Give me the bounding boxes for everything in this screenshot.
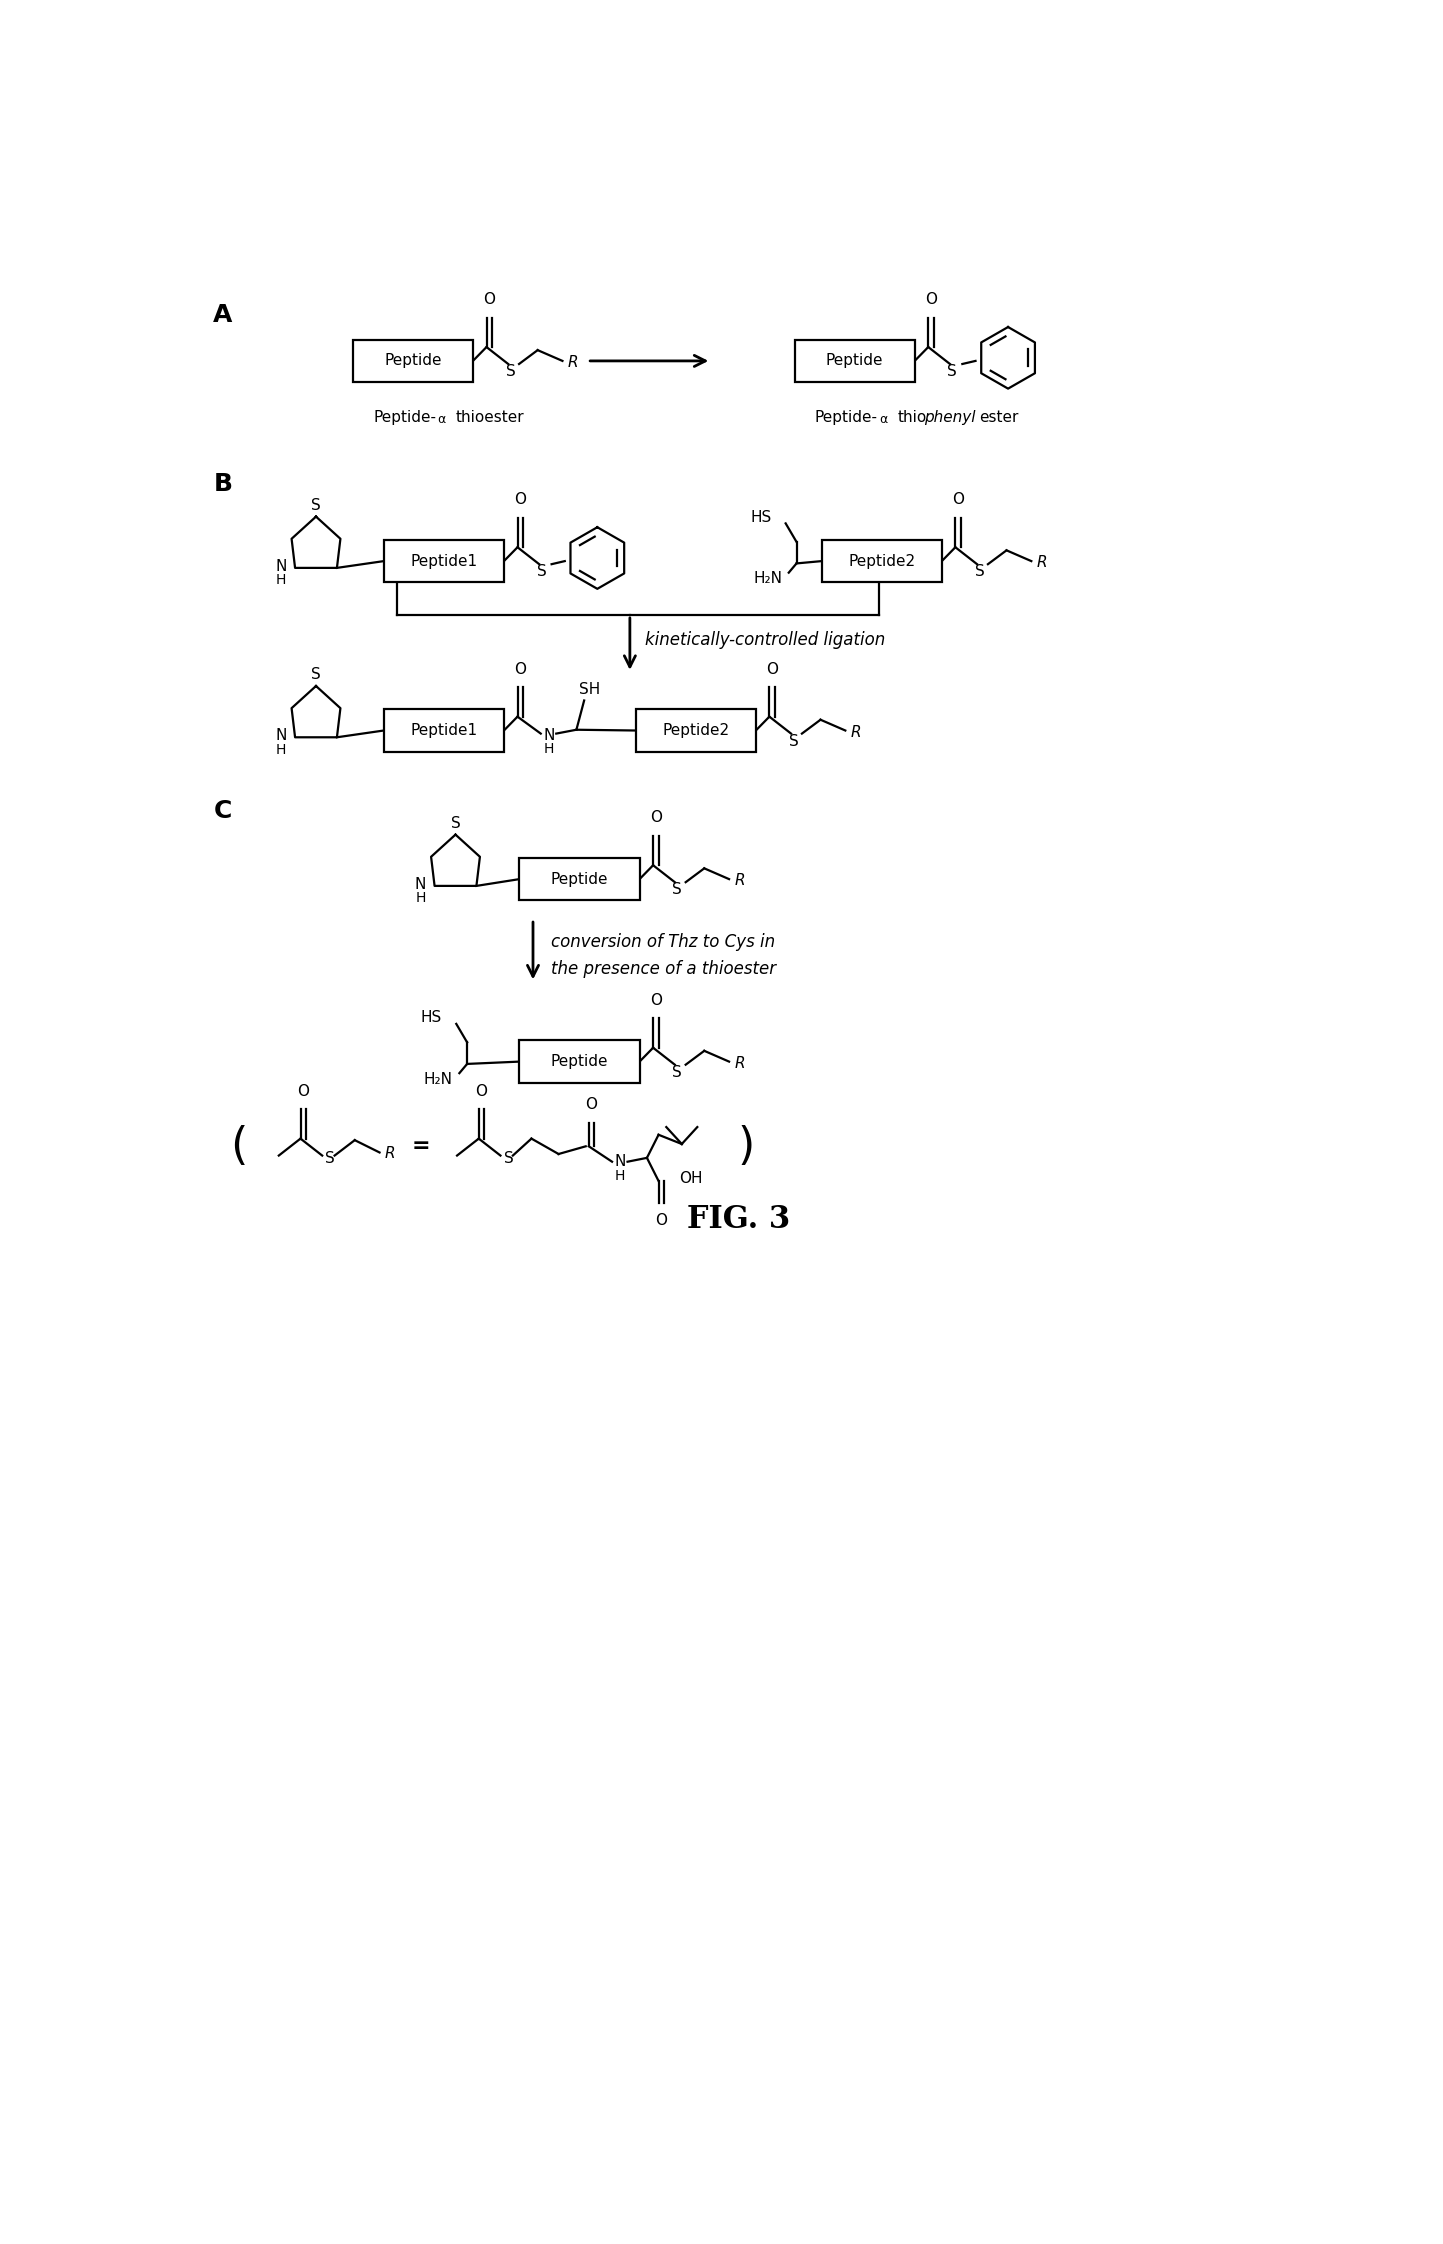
Text: S: S <box>537 565 547 579</box>
Text: HS: HS <box>750 509 771 525</box>
Text: Peptide1: Peptide1 <box>410 723 478 738</box>
Text: S: S <box>325 1151 335 1167</box>
Text: thioester: thioester <box>456 411 524 424</box>
Text: H: H <box>416 891 426 904</box>
Text: N: N <box>544 727 556 743</box>
Text: N: N <box>276 559 287 574</box>
Bar <box>519 1041 639 1084</box>
Text: A: A <box>214 303 232 328</box>
Text: R: R <box>734 873 745 889</box>
Text: O: O <box>766 662 778 678</box>
Text: O: O <box>952 491 964 507</box>
Text: R: R <box>1036 554 1048 570</box>
Text: S: S <box>312 498 320 514</box>
Text: R: R <box>384 1147 395 1160</box>
Text: S: S <box>948 364 957 379</box>
Text: O: O <box>514 662 527 678</box>
Text: S: S <box>505 364 515 379</box>
Bar <box>384 541 504 581</box>
Text: S: S <box>974 565 984 579</box>
Text: Peptide2: Peptide2 <box>848 554 915 568</box>
Text: O: O <box>514 491 527 507</box>
Text: O: O <box>483 292 495 307</box>
Text: O: O <box>475 1084 488 1100</box>
Text: B: B <box>214 471 232 496</box>
Text: OH: OH <box>678 1171 703 1187</box>
Text: O: O <box>649 810 662 826</box>
Text: =: = <box>411 1135 430 1156</box>
Text: H₂N: H₂N <box>753 572 782 586</box>
Text: S: S <box>672 882 683 898</box>
Text: C: C <box>214 799 232 824</box>
Text: Peptide-: Peptide- <box>374 411 436 424</box>
Text: Peptide: Peptide <box>825 352 883 368</box>
Text: O: O <box>297 1084 309 1100</box>
Text: S: S <box>504 1151 514 1167</box>
Text: FIG. 3: FIG. 3 <box>687 1205 789 1234</box>
Text: O: O <box>586 1097 597 1113</box>
Text: α: α <box>879 413 887 426</box>
Text: R: R <box>734 1055 745 1070</box>
Text: Peptide: Peptide <box>551 871 609 886</box>
Bar <box>519 857 639 900</box>
Bar <box>795 339 915 381</box>
Text: N: N <box>615 1153 626 1169</box>
Text: O: O <box>925 292 937 307</box>
Text: H₂N: H₂N <box>424 1073 453 1086</box>
Text: R: R <box>851 725 861 741</box>
Bar <box>821 541 942 581</box>
Text: Peptide: Peptide <box>384 352 442 368</box>
Text: (: ( <box>229 1124 247 1167</box>
Text: H: H <box>276 574 286 588</box>
Bar <box>352 339 473 381</box>
Text: S: S <box>312 666 320 682</box>
Bar <box>384 709 504 752</box>
Text: H: H <box>544 743 554 756</box>
Text: H: H <box>615 1169 625 1183</box>
Text: conversion of Thz to Cys in: conversion of Thz to Cys in <box>551 934 775 951</box>
Text: O: O <box>655 1214 667 1227</box>
Text: HS: HS <box>420 1010 442 1026</box>
Text: Peptide-: Peptide- <box>815 411 877 424</box>
Text: Peptide: Peptide <box>551 1055 609 1068</box>
Text: Peptide2: Peptide2 <box>662 723 729 738</box>
Text: O: O <box>649 992 662 1008</box>
Text: phenyl: phenyl <box>925 411 975 424</box>
Text: S: S <box>788 734 798 749</box>
Text: α: α <box>437 413 446 426</box>
Text: ): ) <box>737 1124 755 1167</box>
Text: S: S <box>672 1066 683 1079</box>
Text: R: R <box>569 355 579 370</box>
Text: ester: ester <box>978 411 1017 424</box>
Text: thio: thio <box>898 411 926 424</box>
Text: kinetically-controlled ligation: kinetically-controlled ligation <box>645 631 886 649</box>
Text: S: S <box>450 817 460 830</box>
Text: H: H <box>276 743 286 756</box>
Text: the presence of a thioester: the presence of a thioester <box>551 960 776 978</box>
Text: N: N <box>416 877 426 893</box>
Text: SH: SH <box>579 682 600 698</box>
Text: N: N <box>276 729 287 743</box>
Text: Peptide1: Peptide1 <box>410 554 478 568</box>
Bar <box>636 709 756 752</box>
